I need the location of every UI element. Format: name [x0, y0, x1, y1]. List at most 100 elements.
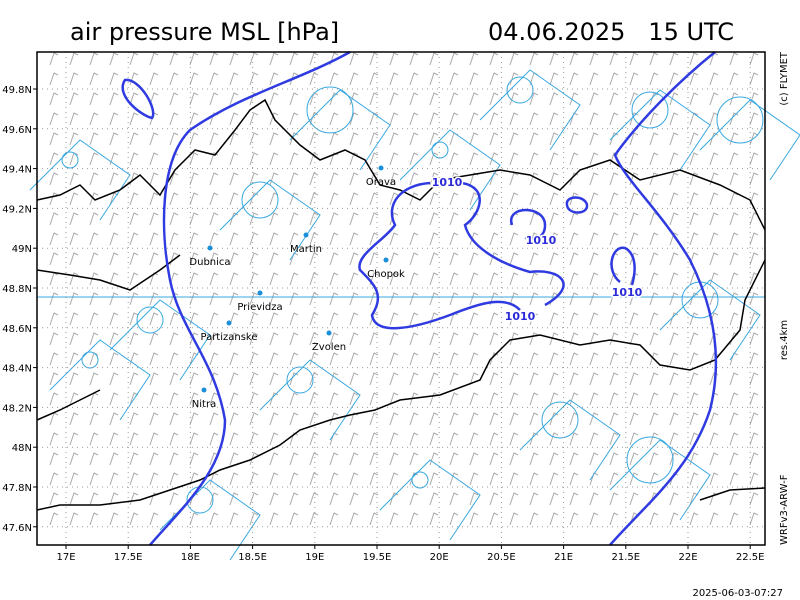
wind-barb: [289, 112, 299, 126]
wind-barb: [369, 512, 379, 526]
wind-barb: [669, 392, 679, 406]
lat-label: 49N: [12, 244, 32, 255]
copyright: (c) FLYMET: [779, 51, 790, 106]
wind-barb: [429, 492, 439, 506]
wind-barb: [629, 132, 639, 146]
wind-barb: [89, 472, 99, 486]
wind-barb: [469, 252, 479, 266]
wind-barb: [89, 312, 99, 326]
wind-barb: [529, 52, 539, 66]
wind-barb: [349, 272, 359, 286]
wind-barb: [229, 372, 239, 386]
wind-barb: [349, 372, 359, 386]
wind-barb: [169, 432, 179, 446]
wind-barb: [349, 352, 359, 366]
wind-barb: [369, 332, 379, 346]
wind-barb: [729, 452, 739, 466]
wind-barb: [149, 352, 159, 366]
wind-barb: [49, 372, 59, 386]
wind-barb: [349, 212, 359, 226]
wind-barb: [409, 172, 419, 186]
wind-barb: [369, 132, 379, 146]
wind-barb: [109, 212, 119, 226]
wind-barb: [609, 372, 619, 386]
wind-barb: [749, 332, 759, 346]
wind-barb: [229, 472, 239, 486]
wind-barb: [209, 212, 219, 226]
contour-cell: [431, 141, 449, 159]
wind-barb: [529, 412, 539, 426]
wind-barb: [209, 492, 219, 506]
wind-barb: [489, 272, 499, 286]
wind-barb: [49, 172, 59, 186]
resolution: res.4km: [779, 320, 790, 360]
wind-barb: [309, 172, 319, 186]
wind-barb: [149, 52, 159, 66]
wind-barb: [749, 392, 759, 406]
wind-barb: [369, 352, 379, 366]
wind-barb: [489, 492, 499, 506]
lon-label: 20.5E: [487, 552, 516, 563]
wind-barb: [369, 192, 379, 206]
wind-barb: [529, 352, 539, 366]
wind-barb: [749, 272, 759, 286]
wind-barb: [649, 152, 659, 166]
wind-barb: [749, 112, 759, 126]
wind-barb: [389, 172, 399, 186]
city-dot: [326, 330, 332, 336]
wind-barb: [89, 172, 99, 186]
wind-barb: [289, 332, 299, 346]
wind-barb: [429, 112, 439, 126]
wind-barb: [489, 72, 499, 86]
wind-barb: [269, 332, 279, 346]
wind-barb: [109, 512, 119, 526]
wind-barb: [249, 452, 259, 466]
wind-barb: [409, 212, 419, 226]
wind-barb: [209, 312, 219, 326]
wind-barb: [509, 72, 519, 86]
wind-barb: [169, 52, 179, 66]
wind-barb: [589, 192, 599, 206]
wind-barb: [89, 512, 99, 526]
wind-barb: [69, 212, 79, 226]
wind-barb: [569, 292, 579, 306]
wind-barb: [229, 152, 239, 166]
wind-barb: [149, 472, 159, 486]
wind-barb: [389, 92, 399, 106]
wind-barb: [109, 472, 119, 486]
wind-barb: [369, 412, 379, 426]
wind-barb: [609, 452, 619, 466]
wind-barb: [289, 412, 299, 426]
wind-barb: [269, 112, 279, 126]
wind-barb: [209, 232, 219, 246]
wind-barb: [269, 352, 279, 366]
wind-barb: [189, 432, 199, 446]
wind-barb: [289, 472, 299, 486]
wind-barb: [249, 392, 259, 406]
wind-barb: [669, 72, 679, 86]
wind-barb: [609, 492, 619, 506]
wind-barb: [109, 72, 119, 86]
wind-barb: [709, 452, 719, 466]
wind-barb: [169, 452, 179, 466]
wind-barb: [309, 432, 319, 446]
wind-barb: [689, 332, 699, 346]
lon-label: 18.5E: [238, 552, 267, 563]
wind-barb: [429, 72, 439, 86]
map-frame: [36, 51, 766, 546]
wind-barb: [569, 492, 579, 506]
wind-barb: [449, 232, 459, 246]
wind-barb: [529, 512, 539, 526]
wind-barb: [749, 52, 759, 66]
wind-barb: [569, 72, 579, 86]
wind-barb: [269, 212, 279, 226]
wind-barb: [689, 152, 699, 166]
wind-barb: [509, 492, 519, 506]
wind-barb: [529, 452, 539, 466]
wind-barb: [409, 492, 419, 506]
wind-barb: [429, 192, 439, 206]
wind-barb: [349, 512, 359, 526]
wind-barb: [729, 232, 739, 246]
wind-barb: [89, 112, 99, 126]
wind-barb: [729, 392, 739, 406]
